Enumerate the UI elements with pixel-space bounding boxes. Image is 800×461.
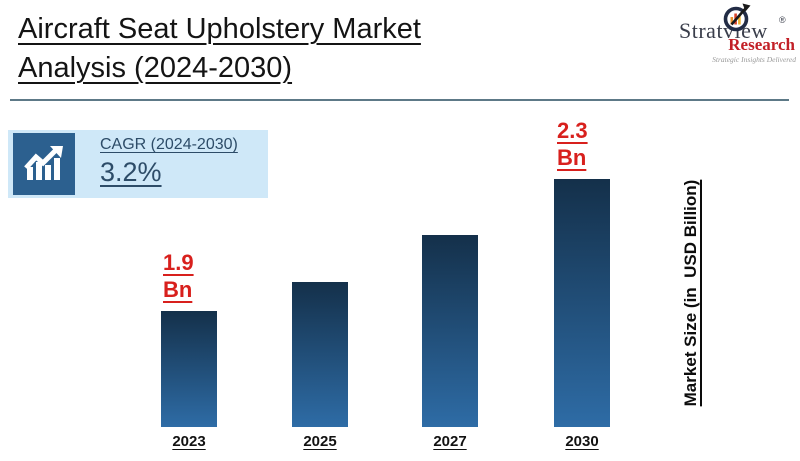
brand-subname: Research	[728, 35, 795, 54]
growth-magnifier-icon	[723, 3, 751, 32]
cagr-label: CAGR (2024-2030)	[100, 136, 238, 153]
axis-tick-2030: 2030	[565, 433, 599, 450]
bar	[422, 235, 478, 427]
brand-name: Stratview	[679, 18, 768, 43]
brand-tagline: Strategic Insights Delivered	[712, 55, 796, 64]
registered-mark: ®	[779, 15, 786, 25]
data-label-2030-unit: Bn	[557, 145, 587, 170]
bar	[554, 179, 610, 427]
cagr-text-block: CAGR (2024-2030) 3.2%	[100, 136, 238, 188]
axis-tick-2027: 2027	[433, 433, 467, 450]
data-label-2030-value: 2.3	[557, 118, 588, 143]
y-axis-title: Market Size (in USD Billion)	[681, 179, 700, 407]
page-title: Aircraft Seat Upholstery Market Analysis…	[18, 10, 421, 88]
axis-tick-2023: 2023	[172, 433, 206, 450]
growth-chart-icon	[13, 133, 75, 195]
page-title-line2: Analysis (2024-2030)	[18, 52, 293, 84]
data-label-2023-value: 1.9	[163, 250, 194, 275]
data-label-2023: 1.9 Bn	[163, 249, 194, 303]
page-title-line1: Aircraft Seat Upholstery Market	[18, 13, 421, 45]
header-divider	[10, 99, 789, 101]
cagr-badge: CAGR (2024-2030) 3.2%	[8, 130, 268, 198]
bar	[292, 282, 348, 427]
bar	[161, 311, 217, 427]
data-label-2030: 2.3 Bn	[557, 117, 588, 171]
cagr-value: 3.2%	[100, 157, 162, 187]
data-label-2023-unit: Bn	[163, 277, 193, 302]
axis-tick-2025: 2025	[303, 433, 337, 450]
brand-logo: Stratview ® Research Strategic Insights …	[675, 2, 797, 66]
